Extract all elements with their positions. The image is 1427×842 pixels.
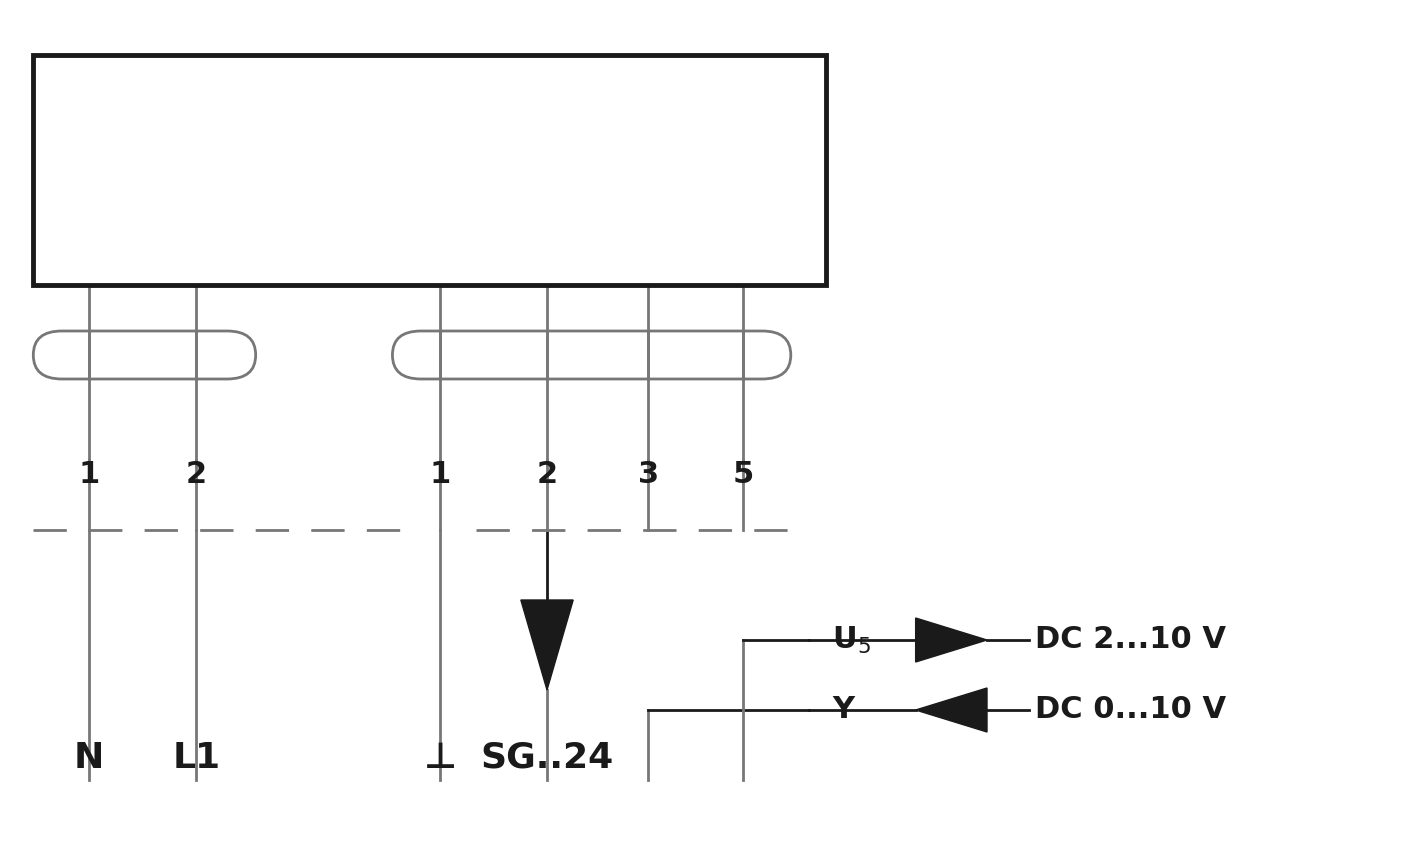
Polygon shape [916,688,987,732]
Text: Y: Y [832,695,855,724]
Text: L1: L1 [173,741,220,775]
Text: 1: 1 [430,460,451,489]
Text: N: N [74,741,104,775]
Text: DC 2...10 V: DC 2...10 V [1035,626,1226,654]
Text: SG..24: SG..24 [481,741,614,775]
Text: DC 0...10 V: DC 0...10 V [1035,695,1226,724]
Text: 5: 5 [732,460,753,489]
Polygon shape [521,600,574,690]
Text: 1: 1 [78,460,100,489]
Text: 2: 2 [186,460,207,489]
Text: 2: 2 [537,460,558,489]
Text: ⊥: ⊥ [424,741,457,775]
Text: 3: 3 [638,460,659,489]
Text: U$_5$: U$_5$ [832,625,872,656]
Bar [33,55,826,285]
Polygon shape [916,618,987,662]
